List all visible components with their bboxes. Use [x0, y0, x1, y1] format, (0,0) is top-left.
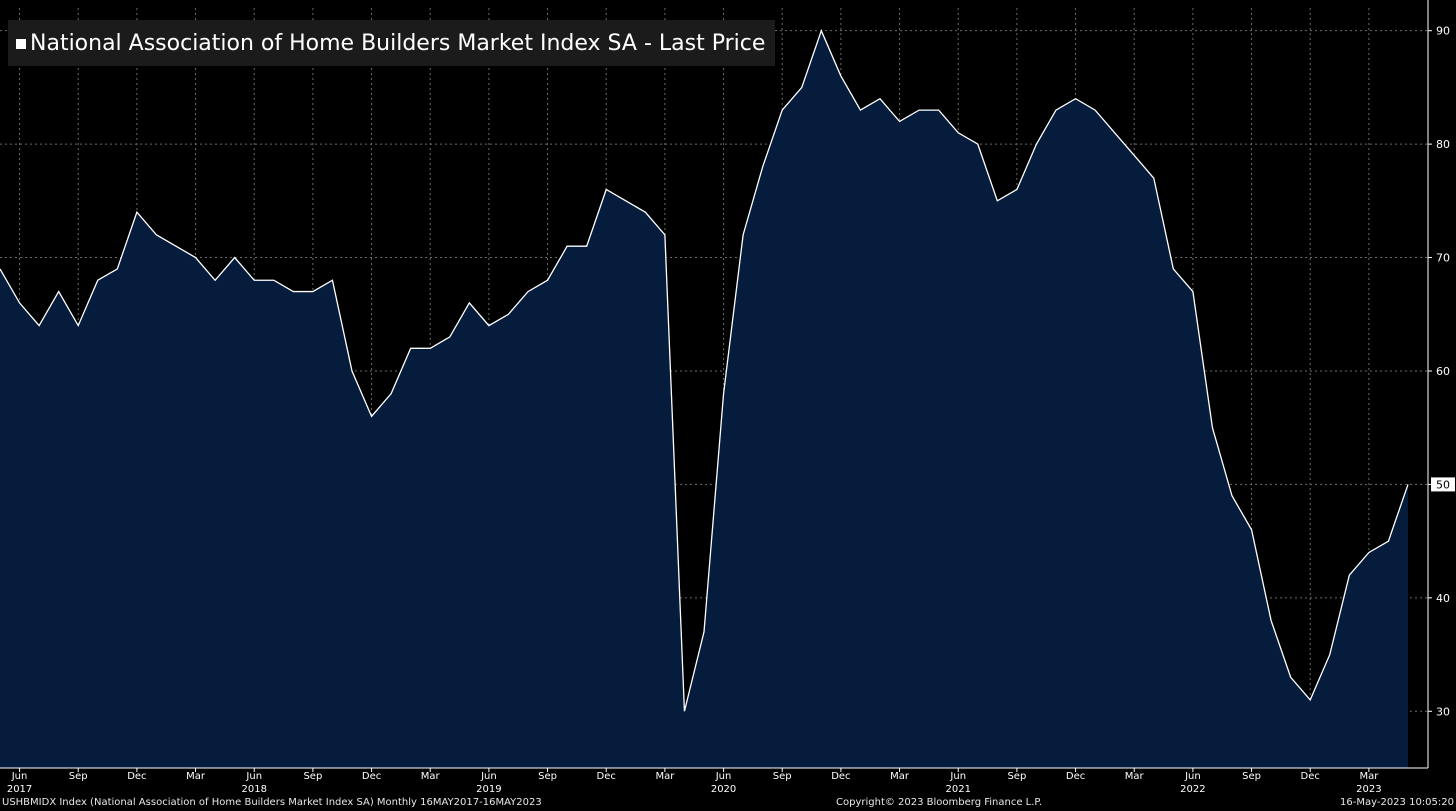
x-tick-label-year: 2021: [945, 784, 970, 795]
x-tick-label-month: Sep: [69, 771, 88, 782]
x-tick-label-month: Jun: [949, 771, 966, 782]
x-tick-label-month: Jun: [11, 771, 28, 782]
footer-timestamp: 16-May-2023 10:05:20: [1340, 797, 1454, 808]
x-tick-label-month: Sep: [538, 771, 557, 782]
last-value-box: [1431, 477, 1455, 492]
x-tick-label-year: 2020: [711, 784, 736, 795]
x-tick-label-year: 2017: [7, 784, 32, 795]
x-tick-label-month: Mar: [1125, 771, 1145, 782]
x-tick-label-year: 2023: [1356, 784, 1381, 795]
x-tick-label-month: Dec: [1066, 771, 1085, 782]
x-tick-label-month: Sep: [1007, 771, 1026, 782]
x-tick-label-month: Dec: [831, 771, 850, 782]
x-tick-label-month: Mar: [1359, 771, 1379, 782]
y-tick-label: 90: [1436, 25, 1450, 38]
chart-title: National Association of Home Builders Ma…: [30, 30, 766, 56]
axis-labels: 30 40 50 60 70 80 90 Jun 2017 Sep Dec Mar Jun 2018 Sep…: [7, 25, 1455, 795]
data-points: [0, 30, 1409, 712]
y-tick-label: 70: [1436, 252, 1450, 265]
x-tick-label-year: 2022: [1180, 784, 1205, 795]
x-tick-label-month: Sep: [1242, 771, 1261, 782]
x-tick-label-year: 2018: [241, 784, 266, 795]
footer-copyright: Copyright© 2023 Bloomberg Finance L.P.: [836, 797, 1043, 808]
x-tick-label-month: Mar: [890, 771, 910, 782]
chart-title-box: National Association of Home Builders Ma…: [8, 20, 776, 66]
y-tick-label: 80: [1436, 138, 1450, 151]
x-tick-label-month: Sep: [773, 771, 792, 782]
x-tick-label-month: Mar: [186, 771, 206, 782]
axes: [0, 0, 1432, 772]
x-tick-label-month: Dec: [597, 771, 616, 782]
x-tick-label-month: Jun: [1184, 771, 1201, 782]
footer-series-info: USHBMIDX Index (National Association of …: [2, 797, 542, 808]
x-tick-label-month: Sep: [303, 771, 322, 782]
x-tick-label-month: Mar: [655, 771, 675, 782]
x-tick-label-month: Mar: [421, 771, 441, 782]
y-tick-label: 30: [1436, 705, 1450, 718]
last-value-label: 50: [1436, 478, 1450, 491]
x-tick-label-month: Dec: [127, 771, 146, 782]
x-tick-label-year: 2019: [476, 784, 501, 795]
y-tick-label: 60: [1436, 365, 1450, 378]
x-tick-label-month: Dec: [362, 771, 381, 782]
x-tick-label-month: Jun: [715, 771, 732, 782]
x-tick-label-month: Jun: [480, 771, 497, 782]
x-tick-label-month: Jun: [245, 771, 262, 782]
series-area-fill: [0, 30, 1408, 768]
x-tick-label-month: Dec: [1301, 771, 1320, 782]
y-tick-label: 40: [1436, 592, 1450, 605]
legend-swatch: [16, 39, 26, 49]
